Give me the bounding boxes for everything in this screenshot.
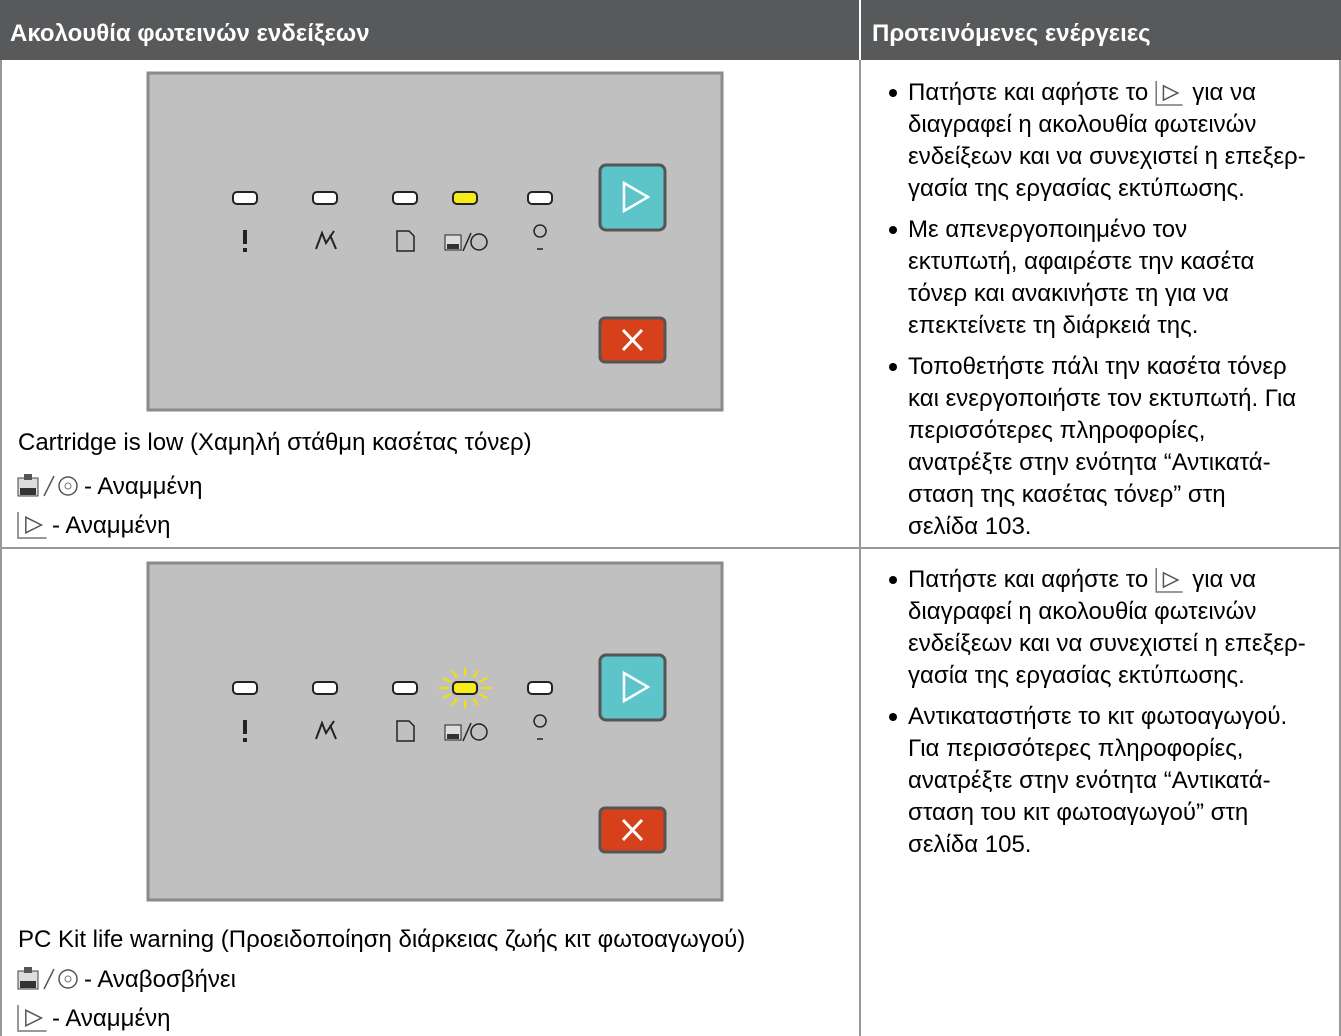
text: διαγραφεί η ακολουθία φωτεινών — [908, 111, 1257, 138]
text: επεκτείνετε τη διάρκειά της. — [908, 312, 1199, 339]
text: ανατρέξτε στην ενότητα “Αντικατά- — [908, 449, 1271, 476]
text: Πατήστε και αφήστε το — [908, 566, 1149, 593]
text: Cartridge is low (Χαμηλή στάθμη κασέτας … — [18, 429, 532, 456]
play-icon — [1155, 568, 1183, 593]
text: σελίδα 105. — [908, 831, 1032, 858]
text: και ενεργοποιήστε τον εκτυπωτή. Για — [908, 385, 1297, 412]
text: - Αναμμένη — [52, 1005, 171, 1032]
bullet — [889, 89, 897, 97]
text: για να — [1192, 566, 1256, 593]
text: διαγραφεί η ακολουθία φωτεινών — [908, 598, 1257, 625]
header-cell: Ακολουθία φωτεινών ενδείξεων — [10, 20, 370, 47]
text: ενδείξεων και να συνεχιστεί η επεξερ- — [908, 143, 1306, 170]
text: γασία της εργασίας εκτύπωσης. — [908, 662, 1245, 689]
text: ενδείξεων και να συνεχιστεί η επεξερ- — [908, 630, 1306, 657]
text: Για περισσότερες πληροφορίες, — [908, 735, 1244, 762]
bullet — [889, 713, 897, 721]
toner-icon — [17, 967, 78, 990]
bullet — [889, 226, 897, 234]
text: PC Kit life warning (Προειδοποίηση διάρκ… — [18, 926, 746, 953]
text: ανατρέξτε στην ενότητα “Αντικατά- — [908, 767, 1271, 794]
text: Αντικαταστήστε το κιτ φωτοαγωγού. — [908, 703, 1288, 730]
text: γασία της εργασίας εκτύπωσης. — [908, 175, 1245, 202]
text: τόνερ και ανακινήστε τη για να — [908, 280, 1229, 307]
play-icon — [1155, 81, 1183, 106]
text: εκτυπωτή, αφαιρέστε την κασέτα — [908, 248, 1255, 275]
bullet — [889, 363, 897, 371]
bullet — [889, 576, 897, 584]
text: για να — [1192, 79, 1256, 106]
text: σταση της κασέτας τόνερ” στη — [908, 481, 1226, 508]
text: σελίδα 103. — [908, 513, 1032, 540]
text: - Αναβοσβήνει — [84, 966, 236, 993]
control-panel — [146, 71, 724, 412]
play-icon — [17, 512, 47, 539]
control-panel — [146, 561, 724, 902]
text: - Αναμμένη — [52, 512, 171, 539]
text: σταση του κιτ φωτοαγωγού” στη — [908, 799, 1249, 826]
text: Με απενεργοποιημένο τον — [908, 216, 1188, 243]
text: - Αναμμένη — [84, 473, 203, 500]
text: περισσότερες πληροφορίες, — [908, 417, 1206, 444]
header-cell: Προτεινόμενες ενέργειες — [872, 20, 1151, 47]
text: Πατήστε και αφήστε το — [908, 79, 1149, 106]
text: Τοποθετήστε πάλι την κασέτα τόνερ — [908, 353, 1287, 380]
play-icon — [17, 1005, 47, 1032]
toner-icon — [17, 474, 78, 497]
